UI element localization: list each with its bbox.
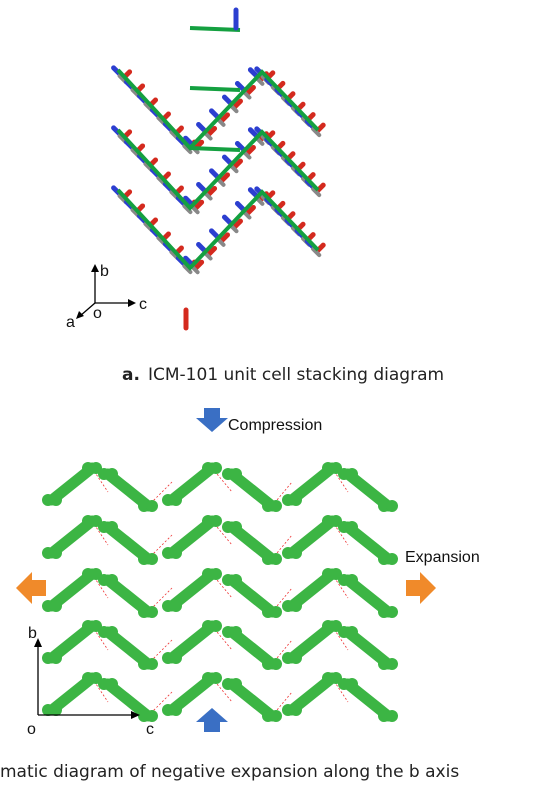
compression-arrow <box>196 708 228 732</box>
axis-label: c <box>139 296 147 313</box>
bone-end <box>386 710 398 722</box>
bone-end <box>386 553 398 565</box>
schematic <box>42 462 398 722</box>
bone-end <box>346 678 358 690</box>
label: Compression <box>228 417 322 434</box>
bone-end <box>146 500 158 512</box>
zigzag <box>190 88 240 90</box>
bone-end <box>270 658 282 670</box>
page: b c a o a. ICM-101 unit cell stacking di… <box>0 0 535 789</box>
label: Expansion <box>405 549 480 566</box>
bone-end <box>346 468 358 480</box>
bone-end <box>210 620 222 632</box>
bone-end <box>290 494 302 506</box>
bone-end <box>386 500 398 512</box>
caption: ICM-101 unit cell stacking diagram <box>148 365 444 385</box>
bone-end <box>270 500 282 512</box>
expansion-arrow <box>406 572 436 604</box>
caption: matic diagram of negative expansion alon… <box>0 762 459 782</box>
expansion-arrow <box>16 572 46 604</box>
bone-end <box>50 494 62 506</box>
axis-label: a <box>66 314 75 331</box>
bone-end <box>346 574 358 586</box>
bone-end <box>230 574 242 586</box>
axis-label: o <box>27 721 36 738</box>
bone-end <box>210 568 222 580</box>
crystal-structure <box>114 10 324 328</box>
bone-end <box>170 600 182 612</box>
zigzag <box>190 148 240 150</box>
bone-end <box>386 606 398 618</box>
bone-end <box>270 606 282 618</box>
bone-end <box>50 652 62 664</box>
bone-end <box>290 704 302 716</box>
axis-label: b <box>28 625 37 642</box>
bone-end <box>230 626 242 638</box>
bone-end <box>346 521 358 533</box>
bone-end <box>210 515 222 527</box>
bone-end <box>386 658 398 670</box>
bone-end <box>346 626 358 638</box>
bone-end <box>146 606 158 618</box>
bone-end <box>146 658 158 670</box>
compression-arrow <box>196 408 228 432</box>
bone-end <box>270 710 282 722</box>
bone-end <box>106 574 118 586</box>
zigzag <box>190 28 240 30</box>
bone-end <box>230 678 242 690</box>
caption-label: a. <box>122 365 140 385</box>
bone-end <box>290 547 302 559</box>
bone-end <box>170 547 182 559</box>
bone-end <box>270 553 282 565</box>
bone-end <box>230 468 242 480</box>
axis-label: o <box>93 305 102 322</box>
axis-label: b <box>100 263 109 280</box>
bone-end <box>210 462 222 474</box>
bone-end <box>290 600 302 612</box>
bone-end <box>146 553 158 565</box>
bone-end <box>106 626 118 638</box>
bone-end <box>290 652 302 664</box>
bone-end <box>106 468 118 480</box>
bone-end <box>50 704 62 716</box>
bone-end <box>106 521 118 533</box>
bone-end <box>170 652 182 664</box>
bone-end <box>230 521 242 533</box>
axis-label: c <box>146 721 154 738</box>
bone-end <box>50 600 62 612</box>
bone-end <box>50 547 62 559</box>
bone-end <box>210 672 222 684</box>
figure: b c a o a. ICM-101 unit cell stacking di… <box>0 0 535 789</box>
bone-end <box>170 704 182 716</box>
bone-end <box>106 678 118 690</box>
bone-end <box>170 494 182 506</box>
